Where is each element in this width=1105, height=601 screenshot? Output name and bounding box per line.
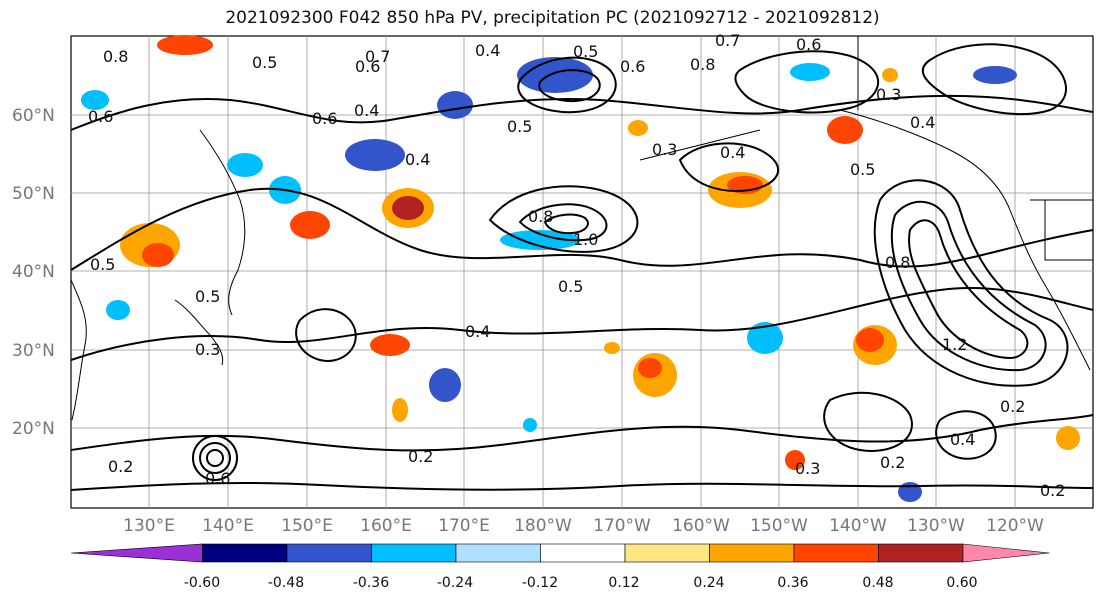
contour-label: 0.5 <box>195 287 220 306</box>
colorbar-tick-label: 0.60 <box>946 575 977 591</box>
colorbar-segment <box>286 543 372 563</box>
colorbar-tick-label: -0.60 <box>184 575 220 591</box>
pv-contours <box>70 43 1094 491</box>
contour-label: 0.3 <box>876 85 901 104</box>
contour-label: 0.3 <box>195 340 220 359</box>
contour-label: 0.2 <box>108 457 133 476</box>
lon-label: 170°W <box>593 516 651 536</box>
colorbar-tick-label: -0.48 <box>268 575 304 591</box>
contour-label: 1.0 <box>573 230 598 249</box>
colorbar-tick-labels: -0.60 -0.48 -0.36 -0.24 -0.12 0.12 0.24 … <box>184 575 978 591</box>
lon-label: 160°E <box>360 516 412 536</box>
contour-label: 0.5 <box>252 53 277 72</box>
contour-label: 0.7 <box>365 47 390 66</box>
contour-label: 0.4 <box>475 41 500 60</box>
contour-label: 1.2 <box>942 335 967 354</box>
contour-label: 0.7 <box>715 31 740 50</box>
contour-label: 0.3 <box>795 459 820 478</box>
colorbar-extend-low <box>70 543 203 563</box>
colorbar-tick-label: -0.24 <box>437 575 473 591</box>
colorbar-tick-label: 0.12 <box>608 575 639 591</box>
colorbar-extend-high <box>962 543 1050 563</box>
map-title: 2021092300 F042 850 hPa PV, precipitatio… <box>225 8 880 28</box>
contour-label: 0.5 <box>573 42 598 61</box>
longitude-labels: 130°E 140°E 150°E 160°E 170°E 180°W 170°… <box>123 516 1044 536</box>
lon-label: 150°W <box>750 516 808 536</box>
colorbar-segment <box>202 543 288 563</box>
contour-label: 0.6 <box>205 469 230 488</box>
colorbar-segment <box>878 543 964 563</box>
latitude-labels: 60°N 50°N 40°N 30°N 20°N <box>12 106 55 439</box>
colorbar-segment <box>709 543 795 563</box>
contour-labels: 0.8 0.5 0.7 0.6 0.4 0.5 0.6 0.8 0.7 0.6 … <box>88 31 1065 500</box>
contour-label: 0.8 <box>103 47 128 66</box>
contour-label: 0.2 <box>1000 397 1025 416</box>
lat-label-60n: 60°N <box>12 106 55 126</box>
lon-label: 180°W <box>514 516 572 536</box>
lat-label-40n: 40°N <box>12 262 55 282</box>
lat-label-30n: 30°N <box>12 341 55 361</box>
lon-label: 170°E <box>438 516 490 536</box>
colorbar-tick-label: 0.24 <box>693 575 724 591</box>
lon-label: 160°W <box>672 516 730 536</box>
contour-label: 0.5 <box>90 255 115 274</box>
contour-label: 0.4 <box>720 143 745 162</box>
colorbar-tick-label: -0.12 <box>522 575 558 591</box>
lon-label: 140°E <box>202 516 254 536</box>
colorbar <box>70 543 1050 563</box>
colorbar-segment <box>624 543 710 563</box>
contour-label: 0.6 <box>312 109 337 128</box>
contour-label: 0.2 <box>880 453 905 472</box>
contour-label: 0.6 <box>88 107 113 126</box>
contour-label: 0.8 <box>690 55 715 74</box>
contour-label: 0.4 <box>405 150 430 169</box>
coastlines <box>70 36 1093 421</box>
contour-label: 0.5 <box>558 277 583 296</box>
colorbar-tick-label: -0.36 <box>353 575 389 591</box>
contour-label: 0.4 <box>950 430 975 449</box>
lon-label: 120°W <box>986 516 1044 536</box>
lat-label-50n: 50°N <box>12 184 55 204</box>
contour-label: 0.4 <box>354 101 379 120</box>
lon-label: 150°E <box>281 516 333 536</box>
contour-label: 0.6 <box>796 35 821 54</box>
colorbar-segment <box>540 543 626 563</box>
colorbar-segment <box>455 543 541 563</box>
lon-label: 130°E <box>123 516 175 536</box>
lon-label: 140°W <box>829 516 887 536</box>
colorbar-tick-label: 0.48 <box>862 575 893 591</box>
lat-label-20n: 20°N <box>12 419 55 439</box>
contour-label: 0.6 <box>620 57 645 76</box>
contour-label: 0.8 <box>885 253 910 272</box>
contour-label: 0.5 <box>850 160 875 179</box>
contour-label: 0.3 <box>652 140 677 159</box>
contour-label: 0.5 <box>507 117 532 136</box>
colorbar-tick-label: 0.36 <box>777 575 808 591</box>
contour-label: 0.4 <box>910 113 935 132</box>
contour-label: 0.4 <box>465 322 490 341</box>
colorbar-segment <box>371 543 457 563</box>
contour-label: 0.6 <box>355 57 380 76</box>
contour-label: 0.8 <box>528 207 553 226</box>
colorbar-segment <box>793 543 879 563</box>
lon-label: 130°W <box>907 516 965 536</box>
contour-label: 0.2 <box>408 447 433 466</box>
contour-label: 0.2 <box>1040 481 1065 500</box>
